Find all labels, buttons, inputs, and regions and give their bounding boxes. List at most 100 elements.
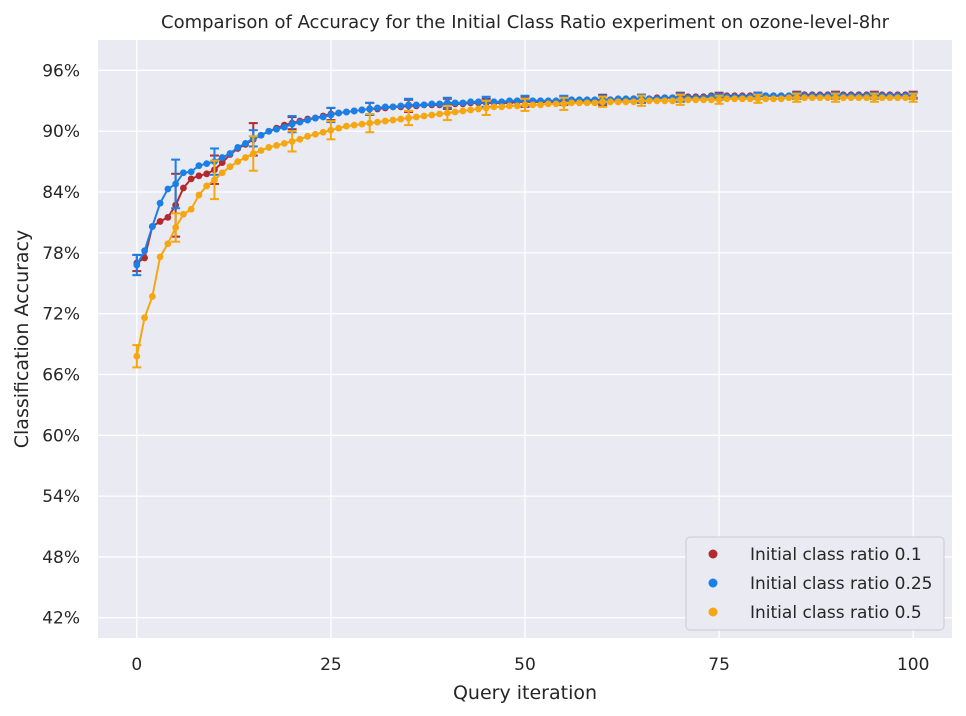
y-tick-label: 90% xyxy=(42,122,80,142)
data-point xyxy=(746,95,754,103)
data-point xyxy=(288,137,296,145)
data-point xyxy=(234,158,242,166)
data-point xyxy=(583,99,591,107)
data-point xyxy=(482,104,490,112)
data-point xyxy=(692,96,700,104)
data-point xyxy=(443,109,451,117)
y-tick-label: 48% xyxy=(42,548,80,568)
data-point xyxy=(420,112,428,120)
data-point xyxy=(560,100,568,108)
data-point xyxy=(280,139,288,147)
data-point xyxy=(327,111,335,119)
data-point xyxy=(436,110,443,118)
data-point xyxy=(630,98,638,106)
data-point xyxy=(723,95,731,103)
data-point xyxy=(350,107,358,115)
data-point xyxy=(436,100,443,108)
data-point xyxy=(537,101,544,109)
data-point xyxy=(909,94,917,102)
data-point xyxy=(793,94,801,102)
data-point xyxy=(591,99,599,107)
data-point xyxy=(894,94,902,102)
data-point xyxy=(164,240,172,248)
data-point xyxy=(754,95,762,103)
x-tick-label: 75 xyxy=(708,655,730,675)
data-point xyxy=(513,97,521,105)
data-point xyxy=(249,150,257,157)
data-point xyxy=(684,96,692,104)
data-point xyxy=(265,127,273,135)
data-point xyxy=(366,105,374,113)
data-point xyxy=(180,169,187,177)
data-point xyxy=(544,100,552,108)
data-point xyxy=(878,94,886,102)
data-point xyxy=(475,105,482,113)
y-axis-label: Classification Accuracy xyxy=(11,230,33,449)
data-point xyxy=(381,117,389,125)
data-point xyxy=(669,97,676,105)
data-point xyxy=(265,144,273,151)
grid xyxy=(98,40,952,638)
data-point xyxy=(607,98,614,106)
data-point xyxy=(412,101,420,109)
data-point xyxy=(335,124,343,132)
data-point xyxy=(420,101,428,109)
data-point xyxy=(428,100,436,108)
data-point xyxy=(343,108,350,116)
data-point xyxy=(180,184,187,192)
data-point xyxy=(816,94,824,102)
legend-label-ratio-0.25: Initial class ratio 0.25 xyxy=(750,574,933,594)
data-point xyxy=(304,116,312,124)
x-axis-label: Query iteration xyxy=(453,682,597,704)
data-point xyxy=(575,99,583,107)
data-point xyxy=(273,142,280,149)
data-point xyxy=(785,94,793,102)
data-point xyxy=(490,103,498,111)
data-point xyxy=(661,97,669,105)
data-point xyxy=(172,224,180,231)
data-point xyxy=(506,102,513,110)
data-point xyxy=(288,120,296,128)
data-point xyxy=(397,102,405,110)
data-point xyxy=(762,95,770,103)
data-point xyxy=(870,94,878,102)
data-point xyxy=(156,218,164,225)
data-point xyxy=(599,98,607,106)
data-point xyxy=(164,213,172,221)
data-point xyxy=(141,247,148,255)
data-point xyxy=(451,108,459,116)
data-point xyxy=(451,99,459,107)
data-point xyxy=(824,94,832,102)
data-point xyxy=(187,168,195,176)
data-point xyxy=(801,94,808,102)
data-point xyxy=(808,94,816,102)
legend-label-ratio-0.1: Initial class ratio 0.1 xyxy=(750,545,922,565)
data-point xyxy=(832,94,839,102)
data-point xyxy=(552,100,560,108)
legend: Initial class ratio 0.1 Initial class ra… xyxy=(685,536,945,631)
data-point xyxy=(715,96,723,104)
data-point xyxy=(738,95,746,103)
data-point xyxy=(405,114,412,122)
data-point xyxy=(226,150,234,157)
data-point xyxy=(459,107,467,115)
data-point xyxy=(886,94,894,102)
data-point xyxy=(218,154,226,161)
data-point xyxy=(366,119,374,127)
data-point xyxy=(428,111,436,119)
legend-label-ratio-0.5: Initial class ratio 0.5 xyxy=(750,603,922,623)
y-tick-label: 78% xyxy=(42,244,80,264)
data-point xyxy=(863,94,870,102)
data-point xyxy=(459,99,467,107)
x-tick-label: 0 xyxy=(131,655,142,675)
data-point xyxy=(475,98,482,106)
data-point xyxy=(777,95,785,103)
data-point xyxy=(529,101,537,109)
data-point xyxy=(311,130,319,138)
data-point xyxy=(242,139,249,147)
data-point xyxy=(319,128,327,136)
data-point xyxy=(156,199,164,207)
data-point xyxy=(195,162,203,170)
data-point xyxy=(521,101,529,109)
legend-marker-ratio-0.1 xyxy=(708,549,718,559)
